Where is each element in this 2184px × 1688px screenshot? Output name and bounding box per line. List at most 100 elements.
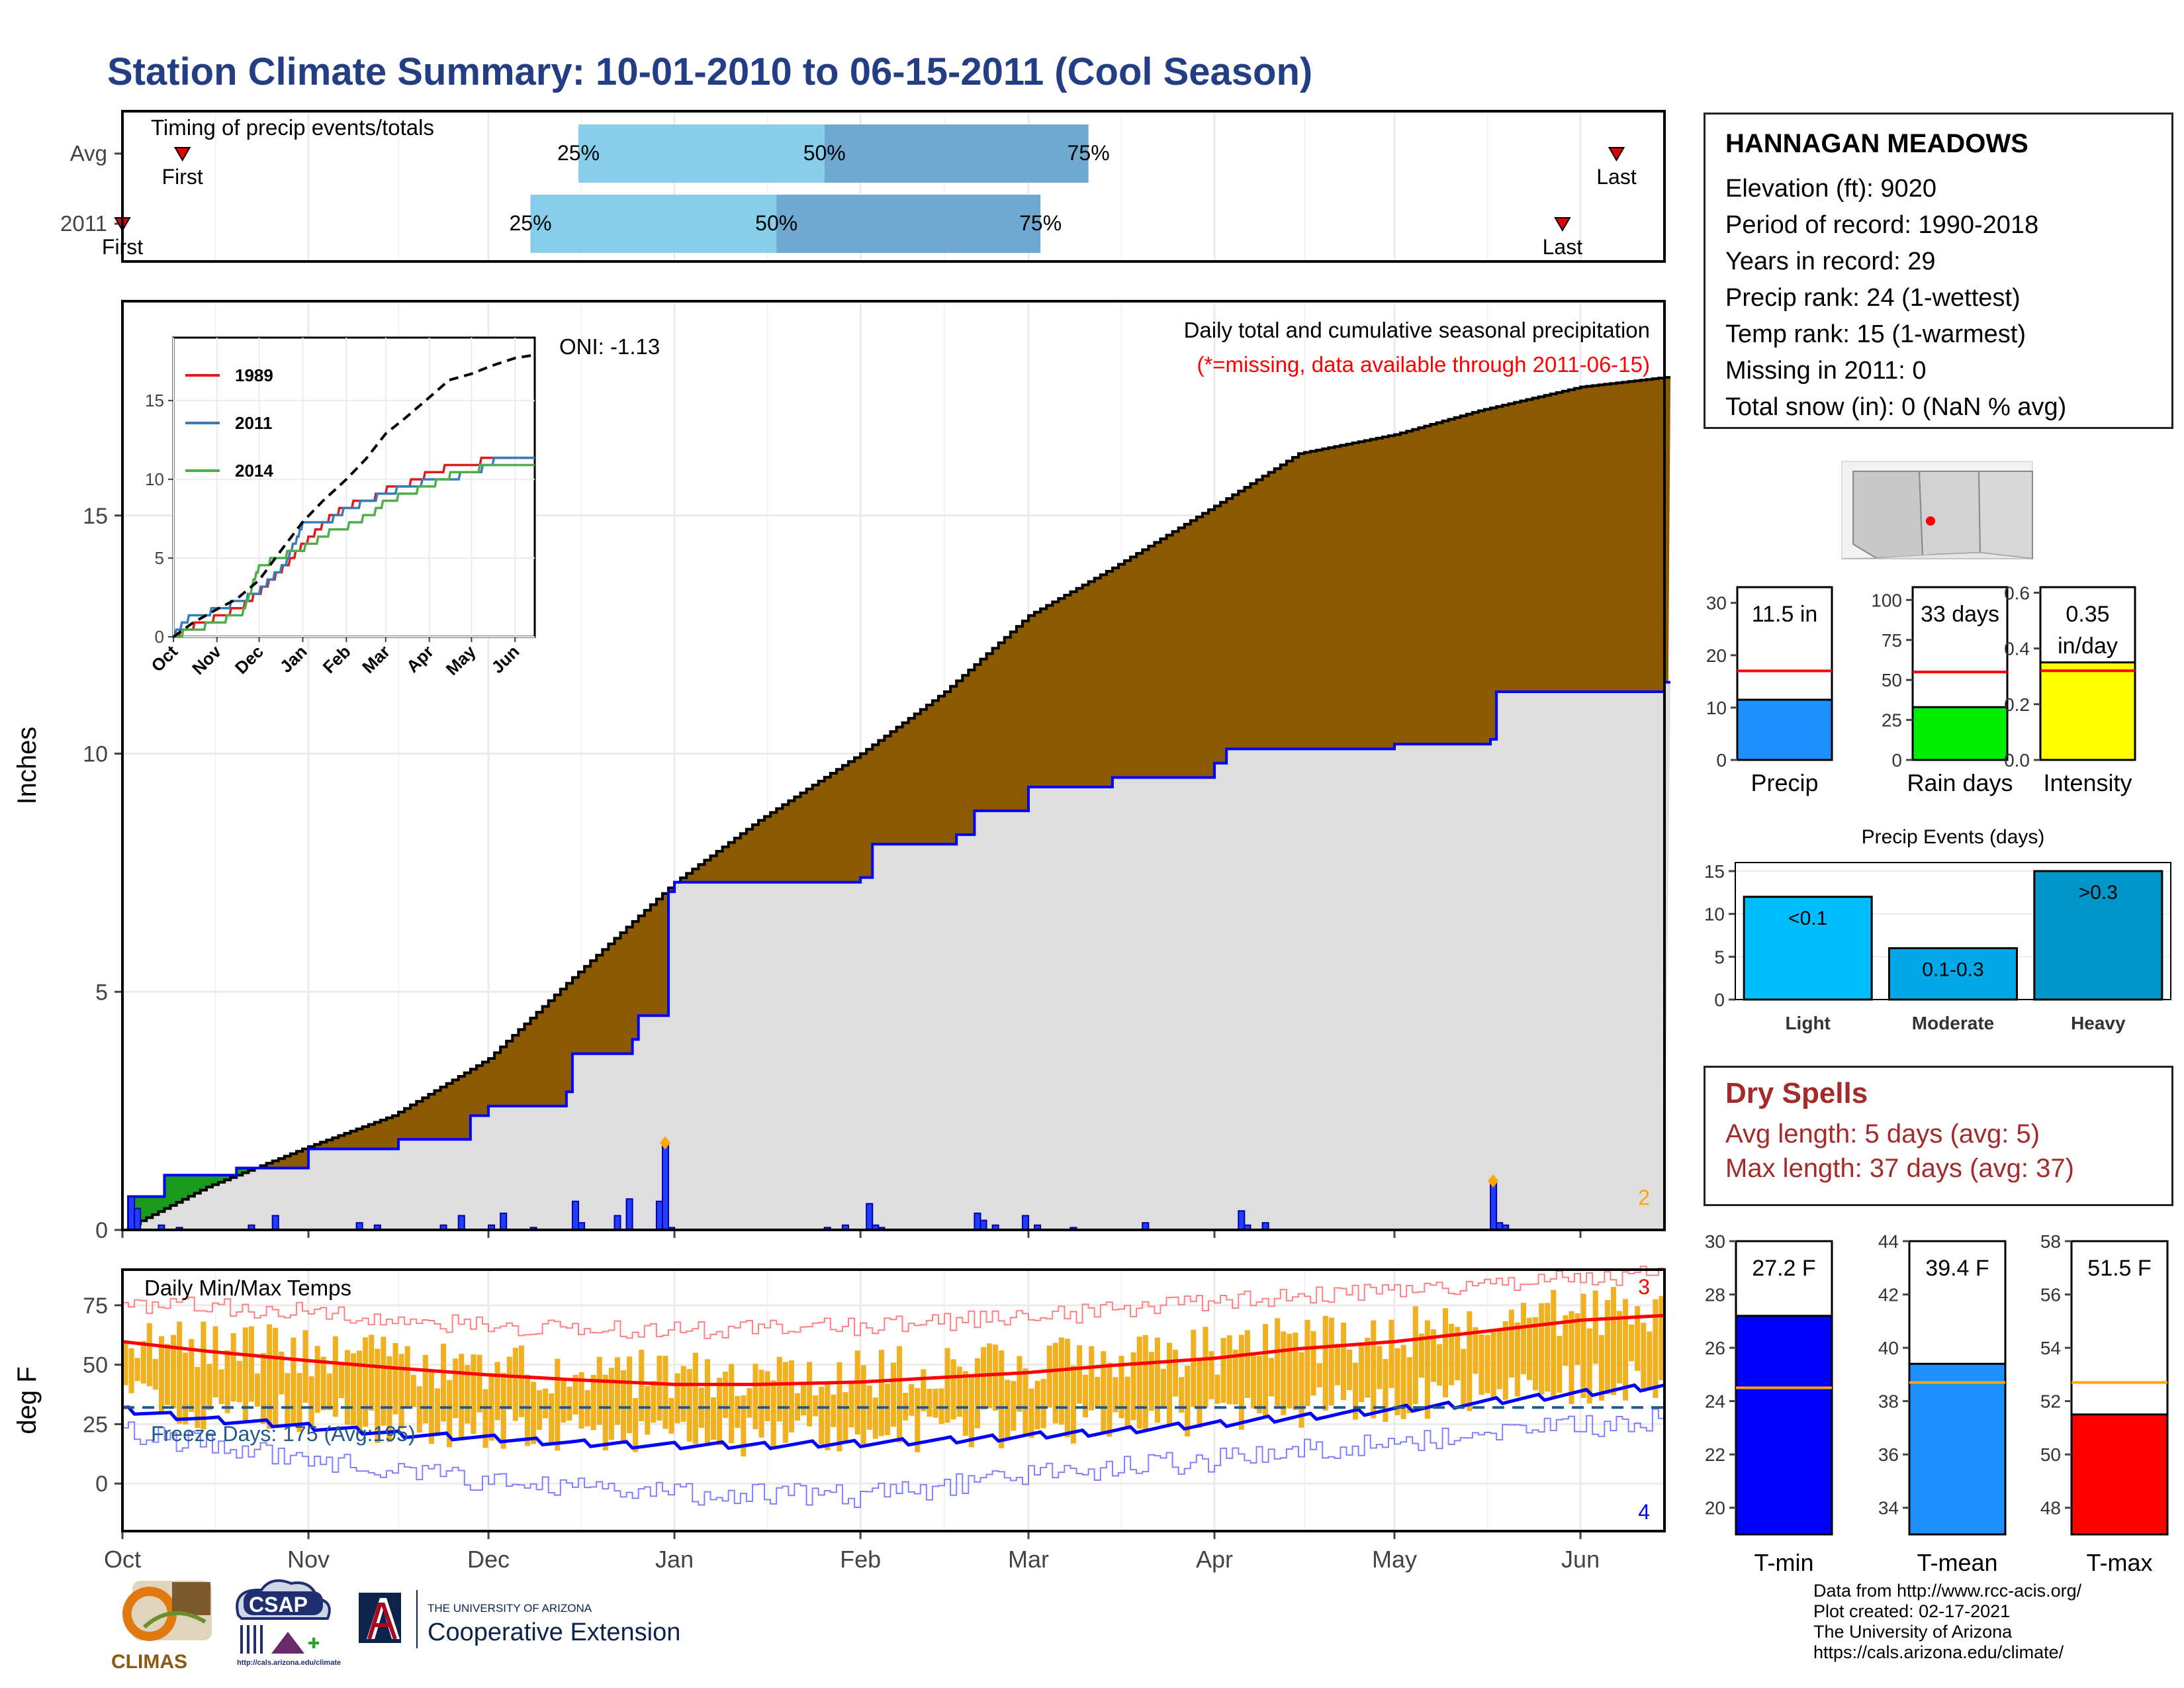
temp-record-max-line [122, 1266, 1664, 1339]
total-0-ytick-label: 0 [1716, 750, 1727, 771]
temp-daily-range-bar [1167, 1342, 1173, 1426]
temp-title: Daily Min/Max Temps [144, 1276, 351, 1300]
temp-daily-range-bar [807, 1362, 813, 1427]
total-1-value-bar [1911, 706, 2009, 761]
temp-daily-range-bar [1616, 1311, 1623, 1383]
events-title: Precip Events (days) [1862, 826, 2045, 848]
temp-daily-range-bar [723, 1372, 729, 1419]
temp-daily-range-bar [441, 1343, 447, 1422]
station-location-marker [1926, 516, 1935, 526]
precip-daily-bar [974, 1212, 981, 1231]
temp-daily-range-bar [1346, 1349, 1353, 1390]
temp-daily-range-bar [1539, 1303, 1545, 1395]
events-bar-label: <0.1 [1788, 908, 1827, 929]
temp-ytick-label: 50 [83, 1353, 108, 1378]
temp-summary-1-ytick-label: 42 [1878, 1285, 1899, 1305]
timing-q75-label: 75% [1068, 141, 1110, 165]
temp-daily-range-bar [1473, 1327, 1479, 1374]
temp-daily-range-bar [915, 1387, 921, 1452]
temp-daily-range-bar [1514, 1322, 1520, 1397]
events-bar-label: 0.1-0.3 [1922, 959, 1983, 980]
temp-daily-range-bar [1257, 1355, 1263, 1413]
temp-daily-range-bar [1095, 1376, 1101, 1407]
temp-daily-range-bar [1023, 1368, 1028, 1436]
temp-daily-range-bar [242, 1327, 248, 1423]
inset-ytick-label: 5 [155, 548, 164, 568]
precip-ylabel: Inches [13, 727, 42, 805]
temp-daily-range-bar [524, 1374, 530, 1446]
temp-daily-range-bar [1197, 1360, 1203, 1429]
temp-daily-range-bar [1604, 1299, 1610, 1395]
temp-daily-range-bar [1310, 1331, 1316, 1396]
temp-daily-range-bar [561, 1378, 567, 1423]
credit-url: https://cals.arizona.edu/climate/ [1813, 1642, 2064, 1662]
events-panel-frame [1735, 862, 2171, 1000]
temp-daily-range-bar [1635, 1306, 1641, 1371]
temp-daily-range-bar [1011, 1381, 1017, 1431]
temp-daily-range-bar [1293, 1333, 1298, 1411]
temp-summary-0-value-label: 27.2 F [1752, 1256, 1815, 1281]
temp-daily-range-bar [1436, 1344, 1443, 1386]
inset-background [172, 336, 536, 638]
temp-daily-range-bar [639, 1350, 645, 1421]
total-2-value-label: 0.35 [2066, 602, 2109, 627]
temp-daily-range-bar [1557, 1336, 1563, 1393]
temp-daily-range-bar [152, 1358, 158, 1390]
temp-daily-range-bar [189, 1338, 195, 1412]
temp-daily-range-bar [201, 1321, 206, 1430]
precip-daily-bar [866, 1203, 874, 1231]
temp-daily-range-bar [279, 1351, 285, 1395]
temp-daily-range-bar [1400, 1344, 1406, 1419]
temp-daily-range-bar [1281, 1331, 1287, 1415]
temp-daily-range-bar [729, 1364, 735, 1444]
temp-daily-range-bar [1586, 1328, 1592, 1404]
logo-row: CLIMAS CSAP ✚ http://cals.arizona.edu/cl… [111, 1579, 680, 1673]
events-ytick-label: 10 [1704, 904, 1725, 925]
station-temp-rank: Temp rank: 15 (1-warmest) [1725, 320, 2026, 348]
temp-daily-range-bar [927, 1389, 933, 1417]
timing-q25-label: 25% [509, 211, 551, 235]
temp-xtick-label: Apr [1196, 1546, 1233, 1573]
temp-daily-range-bar [921, 1369, 927, 1411]
temp-daily-range-bar [447, 1380, 453, 1448]
temp-daily-range-bar [909, 1384, 915, 1416]
temp-daily-range-bar [968, 1378, 974, 1448]
temp-daily-range-bar [1659, 1295, 1664, 1381]
temp-daily-range-bar [183, 1352, 189, 1425]
temp-xtick-label: Dec [467, 1546, 510, 1573]
total-2-value-label-2: in/day [2058, 633, 2118, 659]
temp-daily-range-bar [860, 1365, 866, 1444]
temp-daily-range-bar [218, 1369, 224, 1404]
temp-daily-range-bar [387, 1356, 392, 1442]
temp-summary-2-ytick-label: 54 [2040, 1338, 2061, 1358]
mexico-shape-icon [1841, 552, 2033, 559]
inset-legend-label: 2014 [235, 461, 273, 481]
temp-daily-range-bar [171, 1335, 177, 1409]
locator-map [1841, 461, 2033, 560]
temp-ytick-label: 75 [83, 1293, 108, 1319]
events-category-label: Moderate [1912, 1013, 1994, 1033]
temp-daily-range-bar [254, 1373, 261, 1407]
new-mexico-shape-icon [1918, 471, 1981, 557]
timing-quartile-bar-low [530, 195, 777, 253]
temp-daily-range-bar [741, 1395, 747, 1457]
temp-daily-range-bar [206, 1364, 212, 1410]
temp-daily-range-bar [578, 1372, 584, 1429]
temp-daily-range-bar [1490, 1332, 1496, 1399]
temp-daily-range-bar [1371, 1320, 1377, 1419]
temp-daily-range-bar [422, 1354, 428, 1424]
temp-ylabel: deg F [13, 1366, 42, 1434]
temp-border [121, 1268, 1666, 1532]
temp-daily-range-bar [398, 1354, 404, 1429]
temp-daily-range-bar [567, 1386, 572, 1421]
temp-summary-1-value-bar [1908, 1362, 2007, 1536]
temp-daily-range-bar [158, 1336, 164, 1413]
total-0-value-label: 11.5 in [1752, 602, 1818, 627]
climas-logo-text: CLIMAS [111, 1651, 187, 1673]
temp-daily-range-bar [1533, 1317, 1539, 1391]
csap-logo: CSAP ✚ http://cals.arizona.edu/climate [236, 1579, 341, 1667]
precip-daily-bar [134, 1207, 142, 1231]
temp-daily-range-bar [351, 1353, 357, 1425]
